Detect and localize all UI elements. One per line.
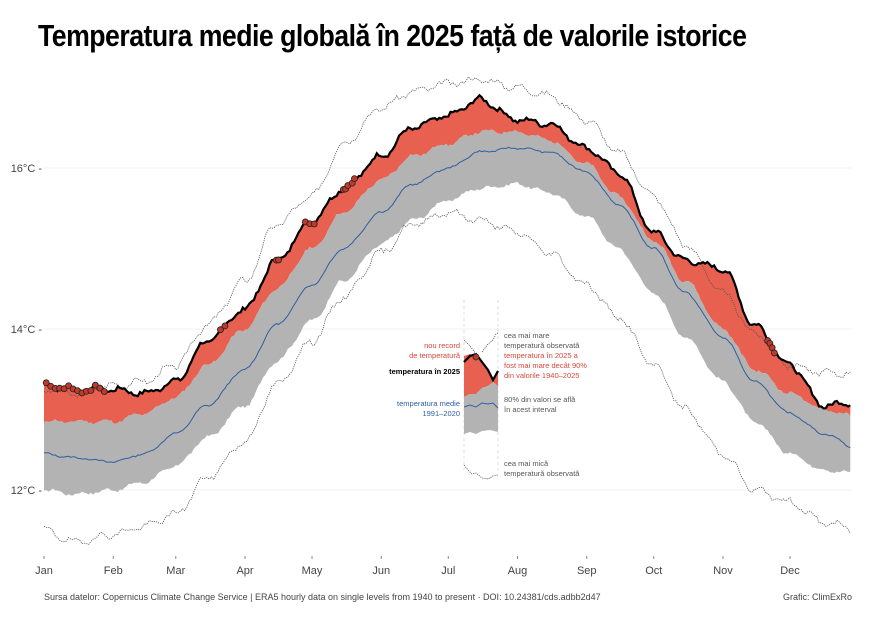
temperature-2025-line (43, 93, 851, 410)
legend-label-record: de temperatură (409, 351, 461, 360)
legend-min-line (463, 464, 499, 480)
min-observed-line (43, 208, 851, 545)
x-tick-label: Jun (372, 565, 390, 577)
legend-label-band: 80% din valori se află (504, 395, 576, 404)
chart-credit: Grafic: ClimExRo (782, 592, 852, 602)
x-tick-label: Jul (441, 565, 455, 577)
y-tick-label: 12°C - (11, 485, 43, 497)
x-axis: Jan Feb Mar Apr May Jun Jul Aug Sep Oct Nov Dec (35, 556, 800, 577)
legend-label-above90: din valorile 1940–2025 (504, 371, 579, 380)
x-tick-label: Nov (713, 565, 733, 577)
band-80-percent (44, 129, 851, 496)
y-tick-label: 14°C - (11, 324, 43, 336)
legend-record-marker (472, 353, 480, 361)
legend-label-record: nou record (424, 341, 460, 350)
x-tick-label: Oct (645, 565, 662, 577)
record-marker (351, 175, 358, 183)
x-tick-label: Apr (236, 565, 253, 577)
legend-label-mean: 1991–2020 (422, 409, 460, 418)
legend-red-swatch (464, 354, 498, 397)
x-tick-label: Mar (166, 565, 185, 577)
y-axis: 12°C - 14°C - 16°C - (11, 163, 43, 497)
record-marker (96, 384, 104, 392)
x-tick-label: Jan (35, 565, 53, 577)
legend-label-above90: fost mai mare decât 90% (504, 361, 587, 370)
legend-label-min: cea mai mică (504, 459, 549, 468)
record-marker (310, 220, 318, 228)
legend-band-swatch (464, 382, 498, 434)
record-marker (87, 387, 95, 394)
record-marker (217, 326, 224, 334)
plot-area (42, 76, 851, 545)
above-90-percentile-area (44, 95, 851, 425)
x-tick-label: Dec (780, 565, 800, 577)
legend-2025-line (463, 352, 499, 383)
y-tick-label: 16°C - (11, 163, 43, 175)
x-tick-label: May (302, 565, 323, 577)
max-observed-line (43, 76, 851, 399)
legend-label-2025: temperatura în 2025 (389, 367, 460, 376)
legend-label-band: în acest interval (503, 405, 557, 414)
data-source-note: Sursa datelor: Copernicus Climate Change… (44, 592, 601, 602)
x-tick-label: Aug (508, 565, 528, 577)
record-marker (275, 256, 282, 264)
legend-label-max: temperatură observată (504, 341, 580, 350)
legend-label-min: temperatură observată (504, 469, 580, 478)
legend-mean-line (463, 402, 499, 409)
mean-1991-2020-line (43, 146, 851, 464)
record-marker (770, 349, 778, 357)
x-tick-label: Sep (577, 565, 597, 577)
legend-max-line (463, 332, 499, 355)
x-tick-label: Feb (104, 565, 123, 577)
record-marker (221, 322, 229, 330)
record-marker (100, 388, 108, 395)
record-marker (65, 382, 72, 390)
legend-label-mean: temperatura medie (397, 399, 460, 408)
chart-title: Temperatura medie globală în 2025 față d… (38, 18, 747, 53)
record-marker (42, 379, 50, 387)
legend-label-above90: temperatura în 2025 a (504, 351, 579, 360)
legend-label-max: cea mai mare (504, 331, 549, 340)
